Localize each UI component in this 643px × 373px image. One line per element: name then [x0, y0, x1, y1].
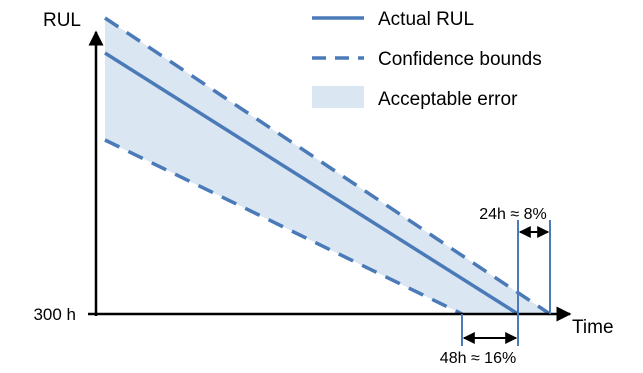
actual-rul-line [104, 51, 519, 316]
legend-area-label: Acceptable error [378, 89, 518, 110]
upper-annotation-label: 24h ≈ 8% [479, 206, 547, 223]
y-axis-label: RUL [43, 10, 81, 31]
lower-annotation-label: 48h ≈ 16% [440, 350, 516, 367]
legend: Actual RUL Confidence bounds Acceptable … [312, 9, 542, 110]
legend-actual-label: Actual RUL [378, 9, 474, 30]
y-tick-label: 300 h [33, 305, 76, 324]
legend-bounds-label: Confidence bounds [378, 49, 542, 70]
lower-confidence-bound [104, 138, 463, 316]
x-axis-label: Time [572, 317, 614, 338]
legend-area-swatch [312, 86, 364, 108]
upper-confidence-bound [104, 16, 551, 316]
